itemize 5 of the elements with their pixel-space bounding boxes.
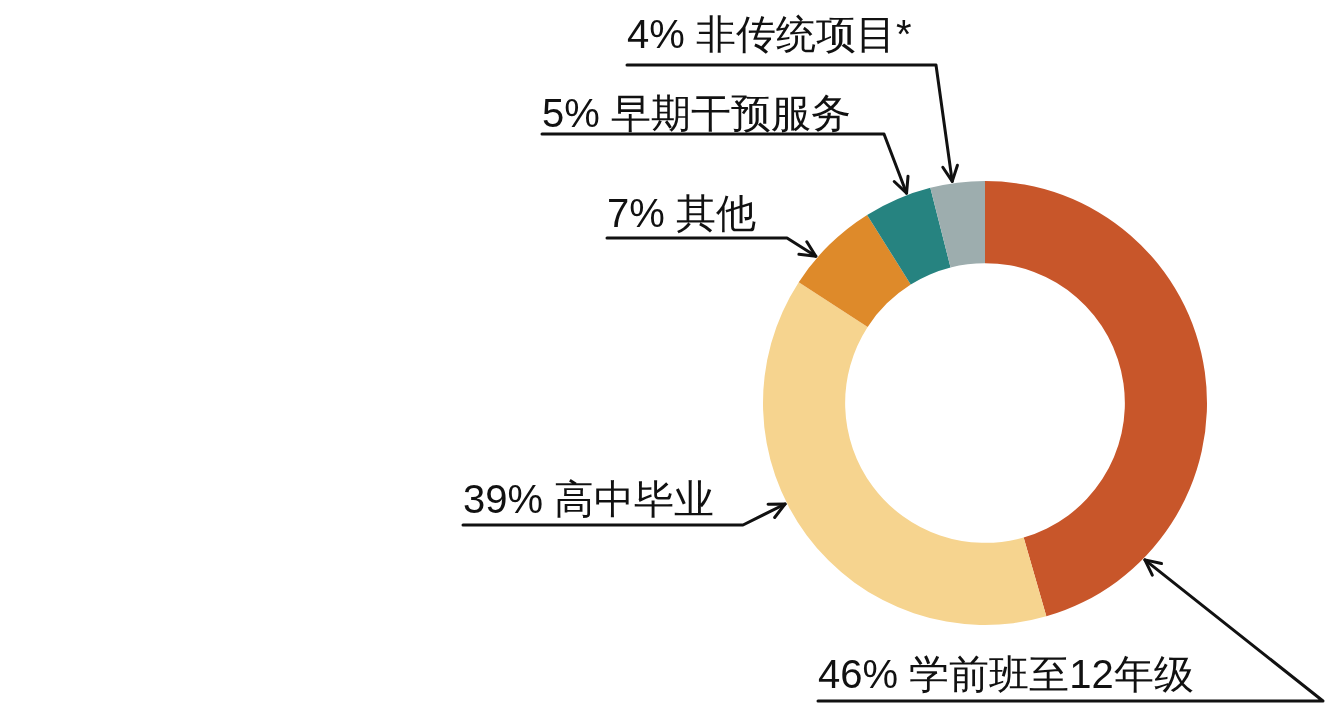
slice-label: 7% 其他 [607,191,756,235]
slice-label: 39% 高中毕业 [463,477,715,521]
slice-label: 46% 学前班至12年级 [818,652,1194,696]
slice-label: 4% 非传统项目* [627,12,912,56]
slice-label: 5% 早期干预服务 [542,91,851,135]
